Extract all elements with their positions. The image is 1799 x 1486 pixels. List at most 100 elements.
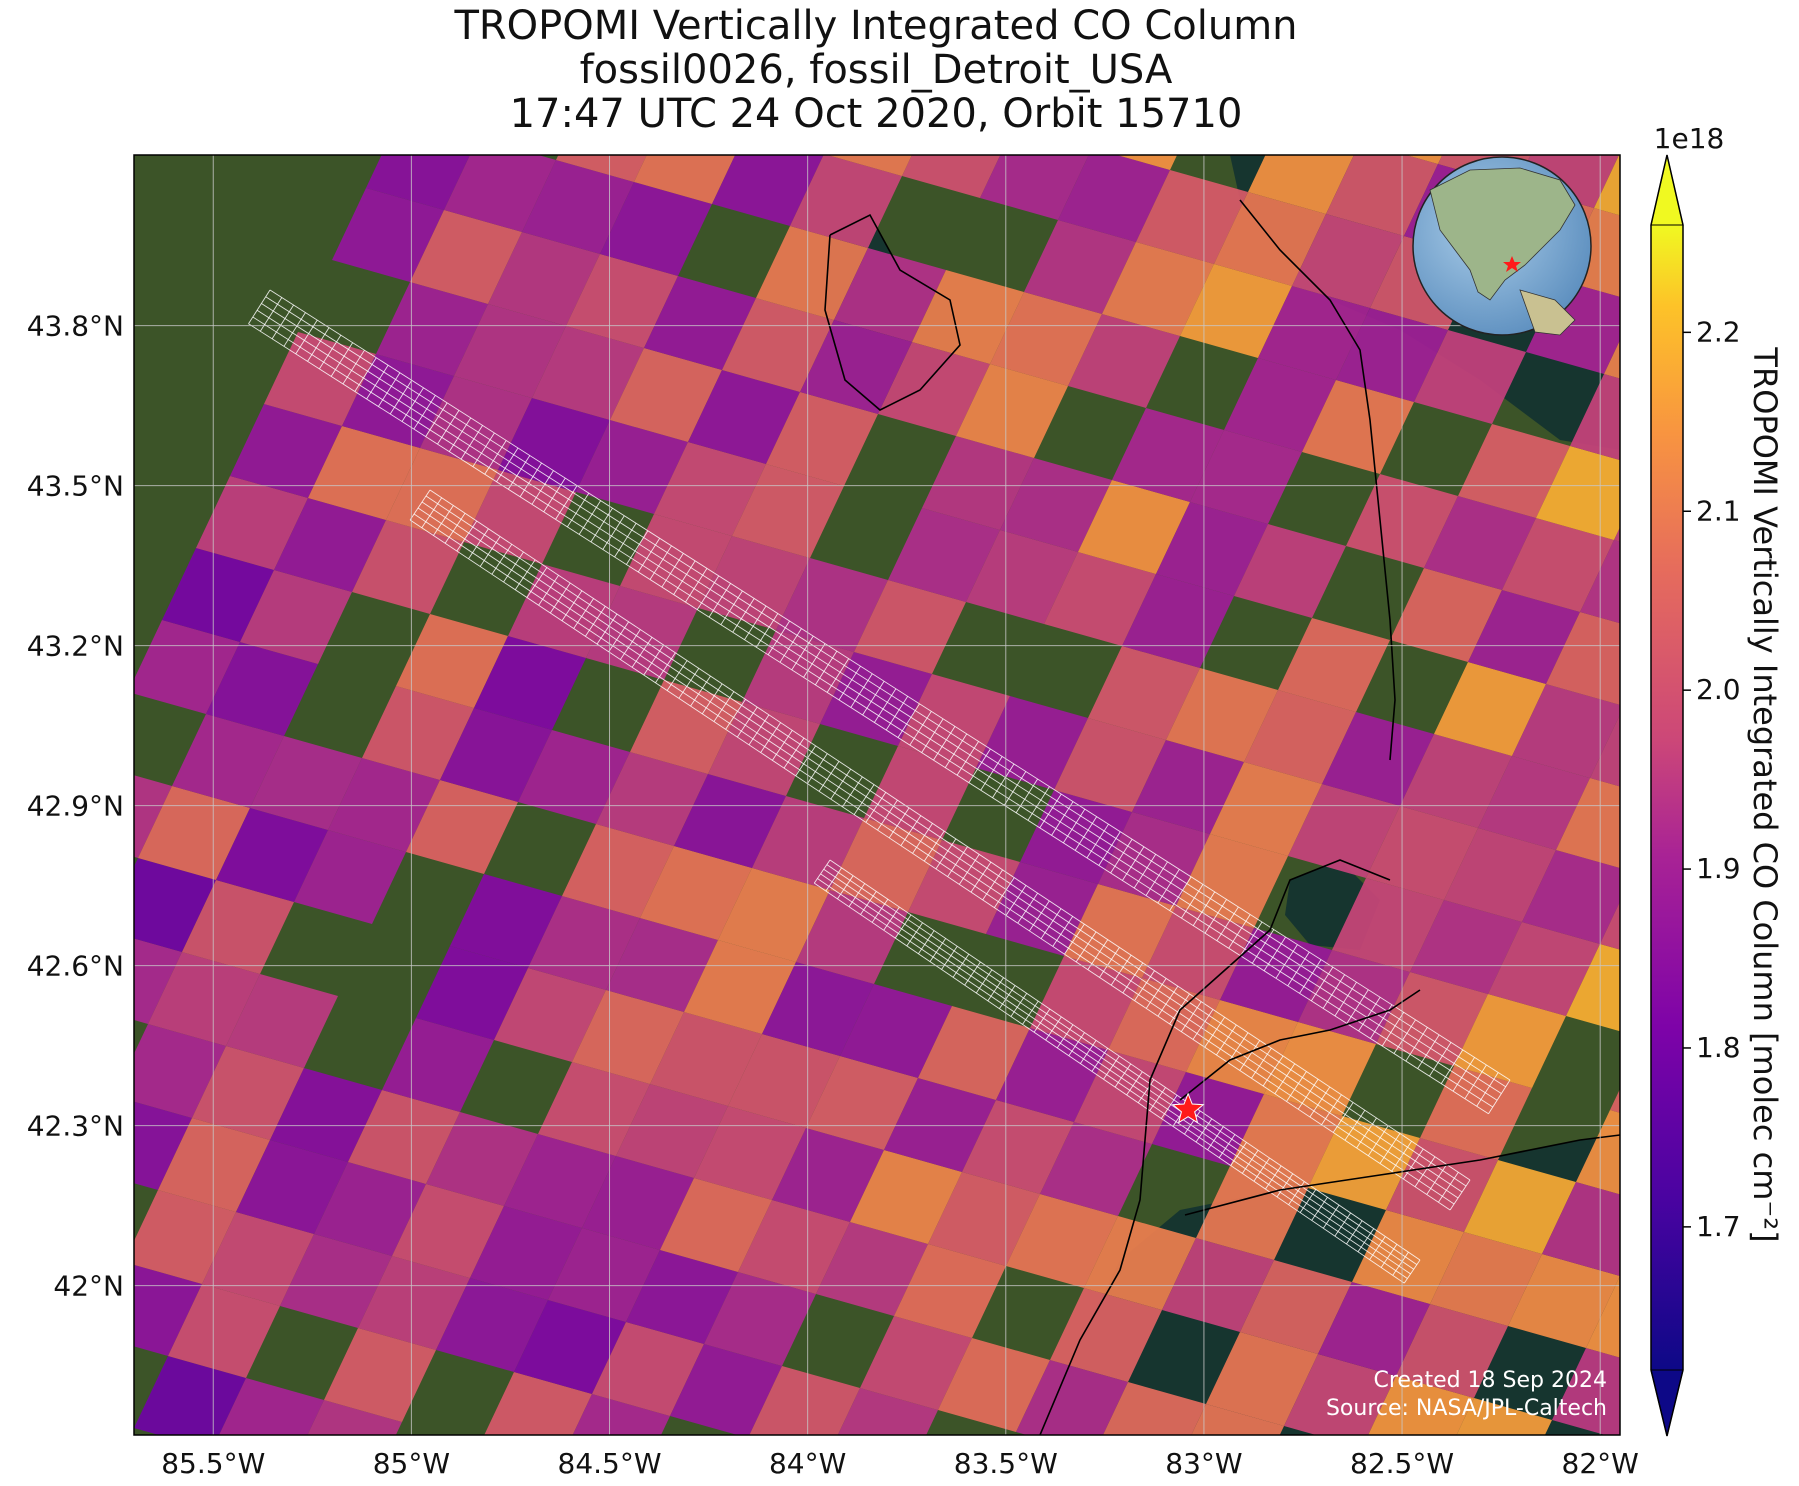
swath-pixel [1210, 762, 1322, 856]
swath-pixel [1368, 1376, 1474, 1435]
swath-pixel [134, 775, 172, 858]
swath-pixel [634, 155, 736, 204]
swath-pixel [586, 586, 698, 680]
swath-pixel [436, 1278, 548, 1372]
swath-pixel [134, 1101, 192, 1190]
chart-title-line1: TROPOMI Vertically Integrated CO Column [454, 3, 1298, 49]
swath-pixel [1600, 901, 1620, 950]
swath-pixel [1366, 806, 1478, 900]
swath-pixel [1234, 524, 1346, 618]
swath-pixel [660, 1178, 772, 1272]
lat-tick-label: 43.8°N [27, 310, 124, 343]
swath-pixel [1512, 684, 1620, 778]
swath-pixel [708, 702, 820, 796]
swath-pixel [990, 292, 1102, 386]
swath-pixel [670, 1344, 782, 1435]
swath-pixel [1132, 740, 1244, 834]
swath-pixel [596, 752, 708, 846]
swath-pixel [732, 464, 844, 558]
swath-pixel [1396, 1304, 1508, 1398]
swath-pixel [1190, 430, 1302, 524]
swath-pixel [712, 155, 824, 226]
swath-pixel [410, 210, 522, 304]
swath-pixel [1302, 380, 1414, 474]
swath-pixel [1604, 340, 1620, 379]
swath-pixel [878, 342, 990, 436]
colorbar-max-extend [1650, 154, 1684, 226]
swath-pixel [790, 155, 902, 248]
colorbar-ticks: 1.7 1.8 1.9 2.0 2.1 2.2 [1683, 315, 1741, 1243]
swath-pixel [684, 940, 796, 1034]
swath-pixel [1610, 1088, 1620, 1113]
swath-pixel [840, 984, 952, 1078]
swath-pixel [348, 1090, 460, 1184]
swath-pixel [314, 1162, 426, 1256]
colorbar-tick-label: 1.8 [1696, 1031, 1741, 1064]
swath-pixel [1614, 527, 1620, 542]
swath-pixel [898, 674, 1010, 768]
swath-pixel [498, 398, 610, 492]
lon-tick-label: 84°W [769, 1447, 846, 1480]
swath-pixel [1122, 574, 1234, 668]
swath-pixel [236, 1140, 348, 1234]
swath-pixel [772, 1128, 884, 1222]
swath-pixel [1552, 1348, 1620, 1435]
swath-pixel [816, 1222, 928, 1316]
colorbar-outline [1650, 154, 1684, 1437]
lon-tick-label: 82.5°W [1350, 1447, 1454, 1480]
swath-pixel [1020, 790, 1132, 884]
swath-pixel [168, 1284, 280, 1378]
swath-pixel [1444, 828, 1556, 922]
swath-pixel [1464, 1160, 1576, 1254]
lon-tick-label: 82°W [1562, 1447, 1639, 1480]
colorbar-tick-label: 2.1 [1696, 494, 1741, 527]
detroit-site-star [1171, 1092, 1205, 1124]
swath-pixel [1630, 1370, 1742, 1464]
swath-pixel [134, 1024, 226, 1118]
swath-pixel [572, 1394, 670, 1435]
credit-created: Created 18 Sep 2024 [1373, 1368, 1608, 1393]
colorbar-gradient [1651, 225, 1683, 1370]
swath-pixel [704, 1272, 816, 1366]
swath-pixel [1278, 618, 1390, 712]
swath-pixel [620, 514, 732, 608]
swath-pixel [806, 1056, 918, 1150]
swath-pixel [396, 614, 508, 708]
swath-pixel [470, 1206, 582, 1300]
swath-pixel [386, 448, 498, 542]
swath-pixel [172, 714, 284, 808]
coastline-detroit-river [1039, 859, 1620, 1435]
swath-pixel [630, 680, 742, 774]
swath-pixel [1258, 286, 1370, 380]
swath-pixel [406, 780, 518, 874]
swath-pixel [766, 392, 878, 486]
co-column-swaths [134, 155, 1742, 1464]
swath-pixel [494, 968, 606, 1062]
swath-pixel [192, 1046, 304, 1140]
swath-pixel [576, 420, 688, 514]
swath-pixel [1414, 330, 1526, 424]
chart-title-line2: fossil0026, fossil_Detroit_USA [579, 47, 1173, 93]
swath-pixel [1454, 994, 1566, 1088]
swath-pixel [548, 1228, 660, 1322]
swath-pixel [1468, 590, 1580, 684]
swath-pixel [1590, 714, 1620, 787]
colorbar-multiplier: 1e18 [1654, 122, 1725, 155]
lat-tick-label: 42.6°N [27, 950, 124, 983]
swath-pixel [206, 642, 318, 736]
swath-pixel [800, 320, 912, 414]
swath-pixel [776, 558, 888, 652]
swath-pixel [307, 1400, 402, 1435]
swath-pixel [202, 1212, 314, 1306]
globe-north-america [1429, 167, 1576, 301]
swath-pixel [1410, 900, 1522, 994]
swath-pixel [749, 1366, 860, 1435]
swath-pixel [450, 874, 562, 968]
swath-pixel [1214, 192, 1326, 286]
swath-pixel [216, 808, 328, 902]
swath-pixel [1224, 358, 1336, 452]
swath-pixel [1284, 1354, 1396, 1435]
colorbar-tick-label: 2.0 [1696, 673, 1741, 706]
swath-pixel [1088, 646, 1200, 740]
swath-pixel [308, 426, 420, 520]
